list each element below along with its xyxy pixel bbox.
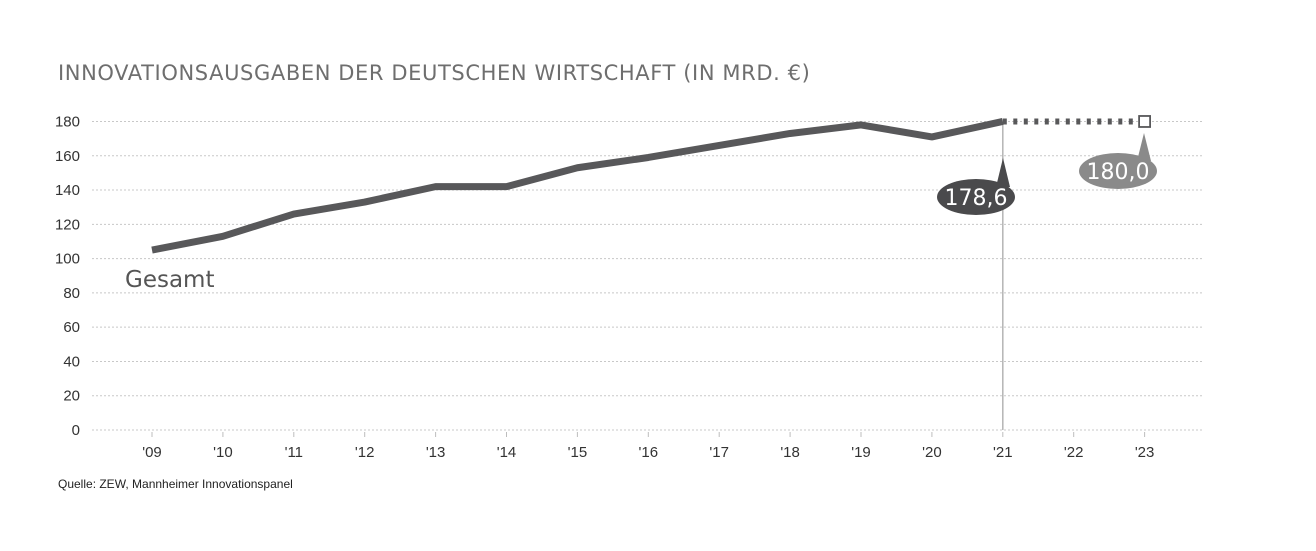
x-tick-label: '17	[709, 444, 729, 461]
y-tick-label: 100	[55, 251, 80, 268]
y-tick-label: 160	[55, 148, 80, 165]
forecast-end-marker	[1138, 115, 1151, 128]
x-tick-label: '09	[142, 444, 162, 461]
x-axis-ticks: '09 '10 '11 '12 '13 '14 '15 '16 '17 '18 '19 '20 '21 '…	[142, 432, 1154, 461]
callout-pointer	[1137, 133, 1151, 161]
callout-bubble	[937, 179, 1015, 215]
x-tick-label: '19	[851, 444, 871, 461]
y-tick-label: 60	[63, 319, 80, 336]
x-tick-label: '13	[426, 444, 446, 461]
callouts: 178,6 180,0	[937, 133, 1157, 215]
callout-bubble	[1079, 153, 1157, 189]
callout-0: 178,6	[937, 158, 1015, 215]
x-tick-label: '22	[1064, 444, 1084, 461]
x-tick-label: '21	[993, 444, 1013, 461]
series-label-gesamt: Gesamt	[125, 267, 214, 293]
x-tick-label: '15	[568, 444, 588, 461]
callout-value: 178,6	[945, 186, 1008, 211]
callout-pointer	[996, 158, 1010, 187]
y-axis-ticks: 0 20 40 60 80 100 120 140 160 180	[55, 113, 80, 439]
callout-1: 180,0	[1079, 133, 1157, 189]
x-tick-label: '20	[922, 444, 942, 461]
source-note: Quelle: ZEW, Mannheimer Innovationspanel	[58, 477, 293, 491]
x-tick-label: '16	[639, 444, 659, 461]
y-tick-label: 40	[63, 353, 80, 370]
y-tick-label: 140	[55, 182, 80, 199]
grid-lines	[92, 120, 1202, 431]
series-line-gesamt	[151, 118, 1004, 254]
y-tick-label: 180	[55, 113, 80, 130]
y-tick-label: 0	[72, 422, 80, 439]
callout-value: 180,0	[1087, 160, 1150, 185]
y-tick-label: 80	[63, 285, 80, 302]
x-tick-label: '23	[1135, 444, 1155, 461]
x-tick-label: '11	[285, 444, 303, 461]
x-tick-label: '14	[497, 444, 517, 461]
y-tick-label: 120	[55, 216, 80, 233]
chart-title: INNOVATIONSAUSGABEN DER DEUTSCHEN WIRTSC…	[58, 61, 810, 85]
x-tick-label: '18	[780, 444, 800, 461]
series-lines	[151, 115, 1151, 254]
x-tick-label: '10	[213, 444, 233, 461]
x-tick-label: '12	[355, 444, 375, 461]
y-tick-label: 20	[63, 388, 80, 405]
